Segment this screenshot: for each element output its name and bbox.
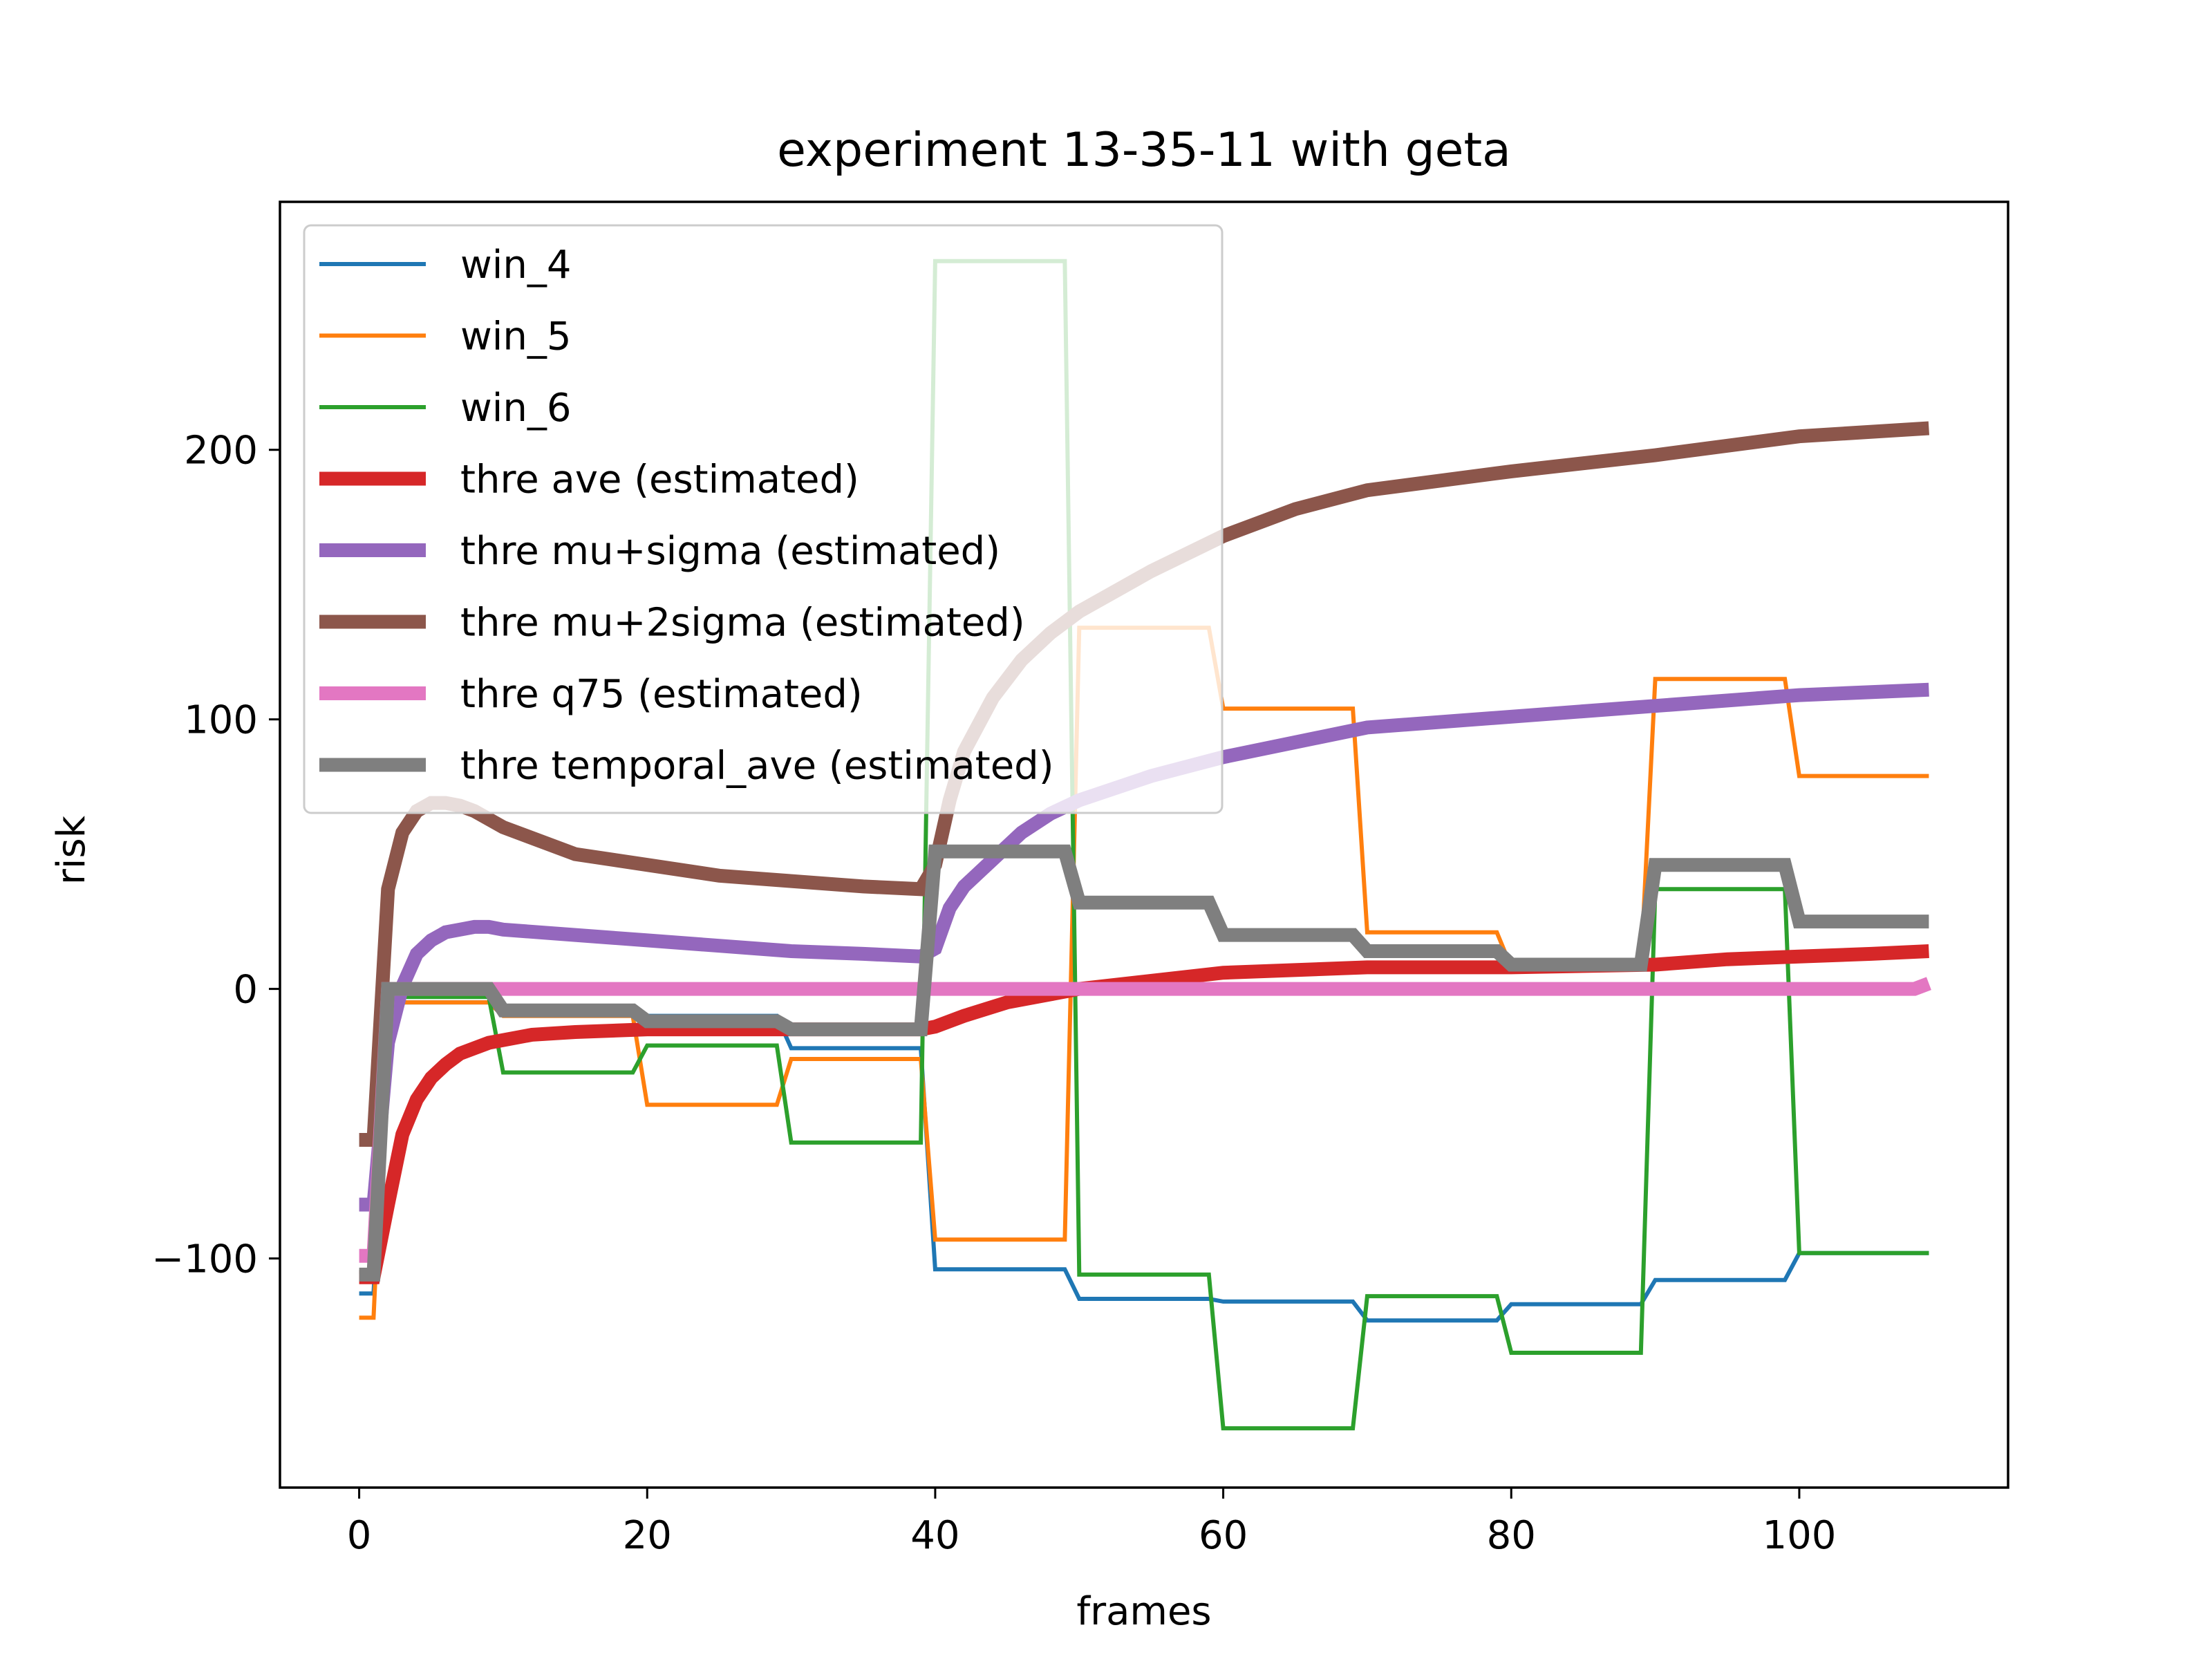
x-axis-label: frames [1076, 1589, 1211, 1634]
chart-title: experiment 13-35-11 with geta [777, 123, 1511, 178]
legend-label: thre ave (estimated) [460, 458, 859, 503]
y-axis-label: risk [49, 815, 94, 885]
x-tick-label: 60 [1199, 1513, 1248, 1558]
x-tick-label: 0 [347, 1513, 372, 1558]
legend-label: thre mu+2sigma (estimated) [460, 601, 1025, 646]
x-tick-label: 100 [1762, 1513, 1836, 1558]
legend-label: win_6 [460, 386, 571, 431]
legend-label: win_5 [460, 315, 571, 359]
x-tick-label: 20 [623, 1513, 672, 1558]
legend-box [304, 225, 1222, 813]
y-tick-label: −100 [151, 1237, 258, 1282]
y-tick-label: 0 [233, 968, 258, 1013]
legend-label: thre mu+sigma (estimated) [460, 529, 1000, 574]
y-tick-label: 100 [184, 698, 258, 743]
legend-label: thre q75 (estimated) [460, 672, 863, 717]
x-tick-label: 40 [910, 1513, 959, 1558]
x-tick-label: 80 [1487, 1513, 1536, 1558]
legend-label: win_4 [460, 243, 571, 288]
y-tick-label: 200 [184, 429, 258, 474]
legend-label: thre temporal_ave (estimated) [460, 744, 1054, 789]
